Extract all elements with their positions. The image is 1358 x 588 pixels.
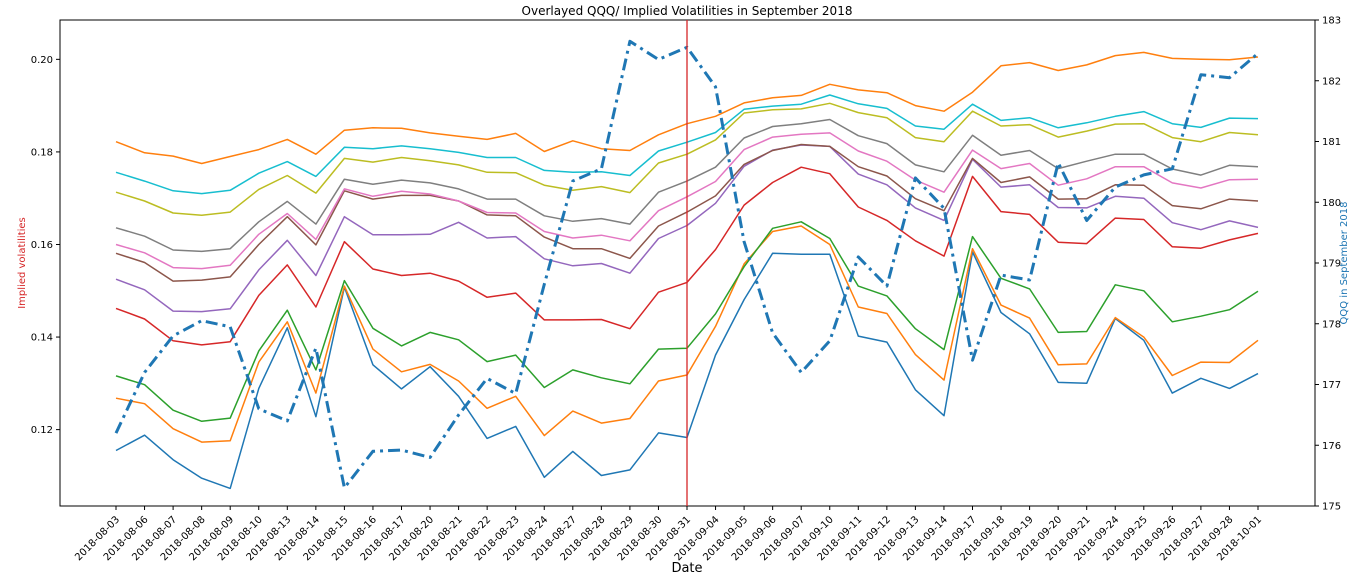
y-tick-right-label: 180 — [1322, 198, 1341, 209]
y-tick-left-label: 0.14 — [31, 333, 53, 344]
x-axis-label: Date — [671, 561, 702, 576]
y-ticks-left: 0.12 0.14 0.16 0.18 0.20 — [31, 55, 60, 436]
y-tick-left-label: 0.12 — [31, 425, 53, 436]
y-tick-right-label: 178 — [1322, 319, 1341, 330]
y-tick-right-label: 179 — [1322, 259, 1341, 270]
y-tick-right-label: 175 — [1322, 502, 1341, 513]
y-tick-left-label: 0.16 — [31, 240, 53, 251]
x-ticks: 2018-08-032018-08-062018-08-072018-08-08… — [73, 506, 1264, 563]
series-layer — [114, 20, 1259, 506]
y-tick-left-label: 0.18 — [31, 147, 53, 158]
y-ticks-right: 175 176 177 178 179 180 181 182 183 — [1315, 16, 1341, 513]
y-tick-right-label: 177 — [1322, 380, 1341, 391]
y-axis-label-right: QQQ in September 2018 — [1339, 202, 1350, 325]
y-tick-right-label: 183 — [1322, 16, 1341, 27]
y-axis-label-left: Implied volatilities — [17, 217, 28, 309]
y-tick-right-label: 182 — [1322, 76, 1341, 87]
y-tick-right-label: 181 — [1322, 137, 1341, 148]
chart-title: Overlayed QQQ/ Implied Volatilities in S… — [522, 4, 853, 18]
y-tick-left-label: 0.20 — [31, 55, 53, 66]
y-tick-right-label: 176 — [1322, 441, 1341, 452]
